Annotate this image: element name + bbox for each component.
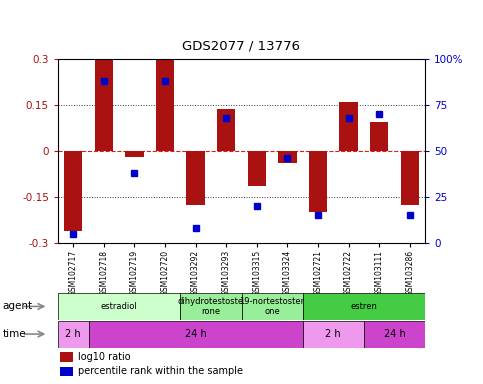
Bar bbox=[242, 293, 303, 320]
Bar bbox=[303, 293, 425, 320]
Bar bbox=[156, 59, 174, 151]
Text: 2 h: 2 h bbox=[65, 329, 81, 339]
Bar bbox=[309, 151, 327, 212]
Bar bbox=[88, 321, 303, 348]
Bar bbox=[186, 151, 205, 205]
Bar bbox=[303, 321, 364, 348]
Bar bbox=[60, 367, 72, 376]
Bar bbox=[125, 151, 143, 157]
Bar bbox=[95, 59, 113, 151]
Bar bbox=[60, 352, 72, 362]
Text: 24 h: 24 h bbox=[384, 329, 405, 339]
Bar bbox=[248, 151, 266, 186]
Bar bbox=[64, 151, 83, 231]
Bar bbox=[58, 293, 180, 320]
Text: percentile rank within the sample: percentile rank within the sample bbox=[78, 366, 243, 376]
Bar bbox=[58, 321, 88, 348]
Text: dihydrotestoste
rone: dihydrotestoste rone bbox=[178, 297, 244, 316]
Text: estren: estren bbox=[351, 302, 377, 311]
Text: log10 ratio: log10 ratio bbox=[78, 351, 131, 361]
Bar bbox=[217, 109, 235, 151]
Bar bbox=[370, 122, 388, 151]
Text: GDS2077 / 13776: GDS2077 / 13776 bbox=[183, 40, 300, 53]
Bar bbox=[400, 151, 419, 205]
Text: time: time bbox=[2, 329, 26, 339]
Bar bbox=[180, 293, 242, 320]
Text: 24 h: 24 h bbox=[185, 329, 207, 339]
Text: estradiol: estradiol bbox=[101, 302, 138, 311]
Text: agent: agent bbox=[2, 301, 32, 311]
Text: 2 h: 2 h bbox=[326, 329, 341, 339]
Bar bbox=[364, 321, 425, 348]
Bar bbox=[340, 102, 358, 151]
Text: 19-nortestoster
one: 19-nortestoster one bbox=[240, 297, 305, 316]
Bar bbox=[278, 151, 297, 163]
